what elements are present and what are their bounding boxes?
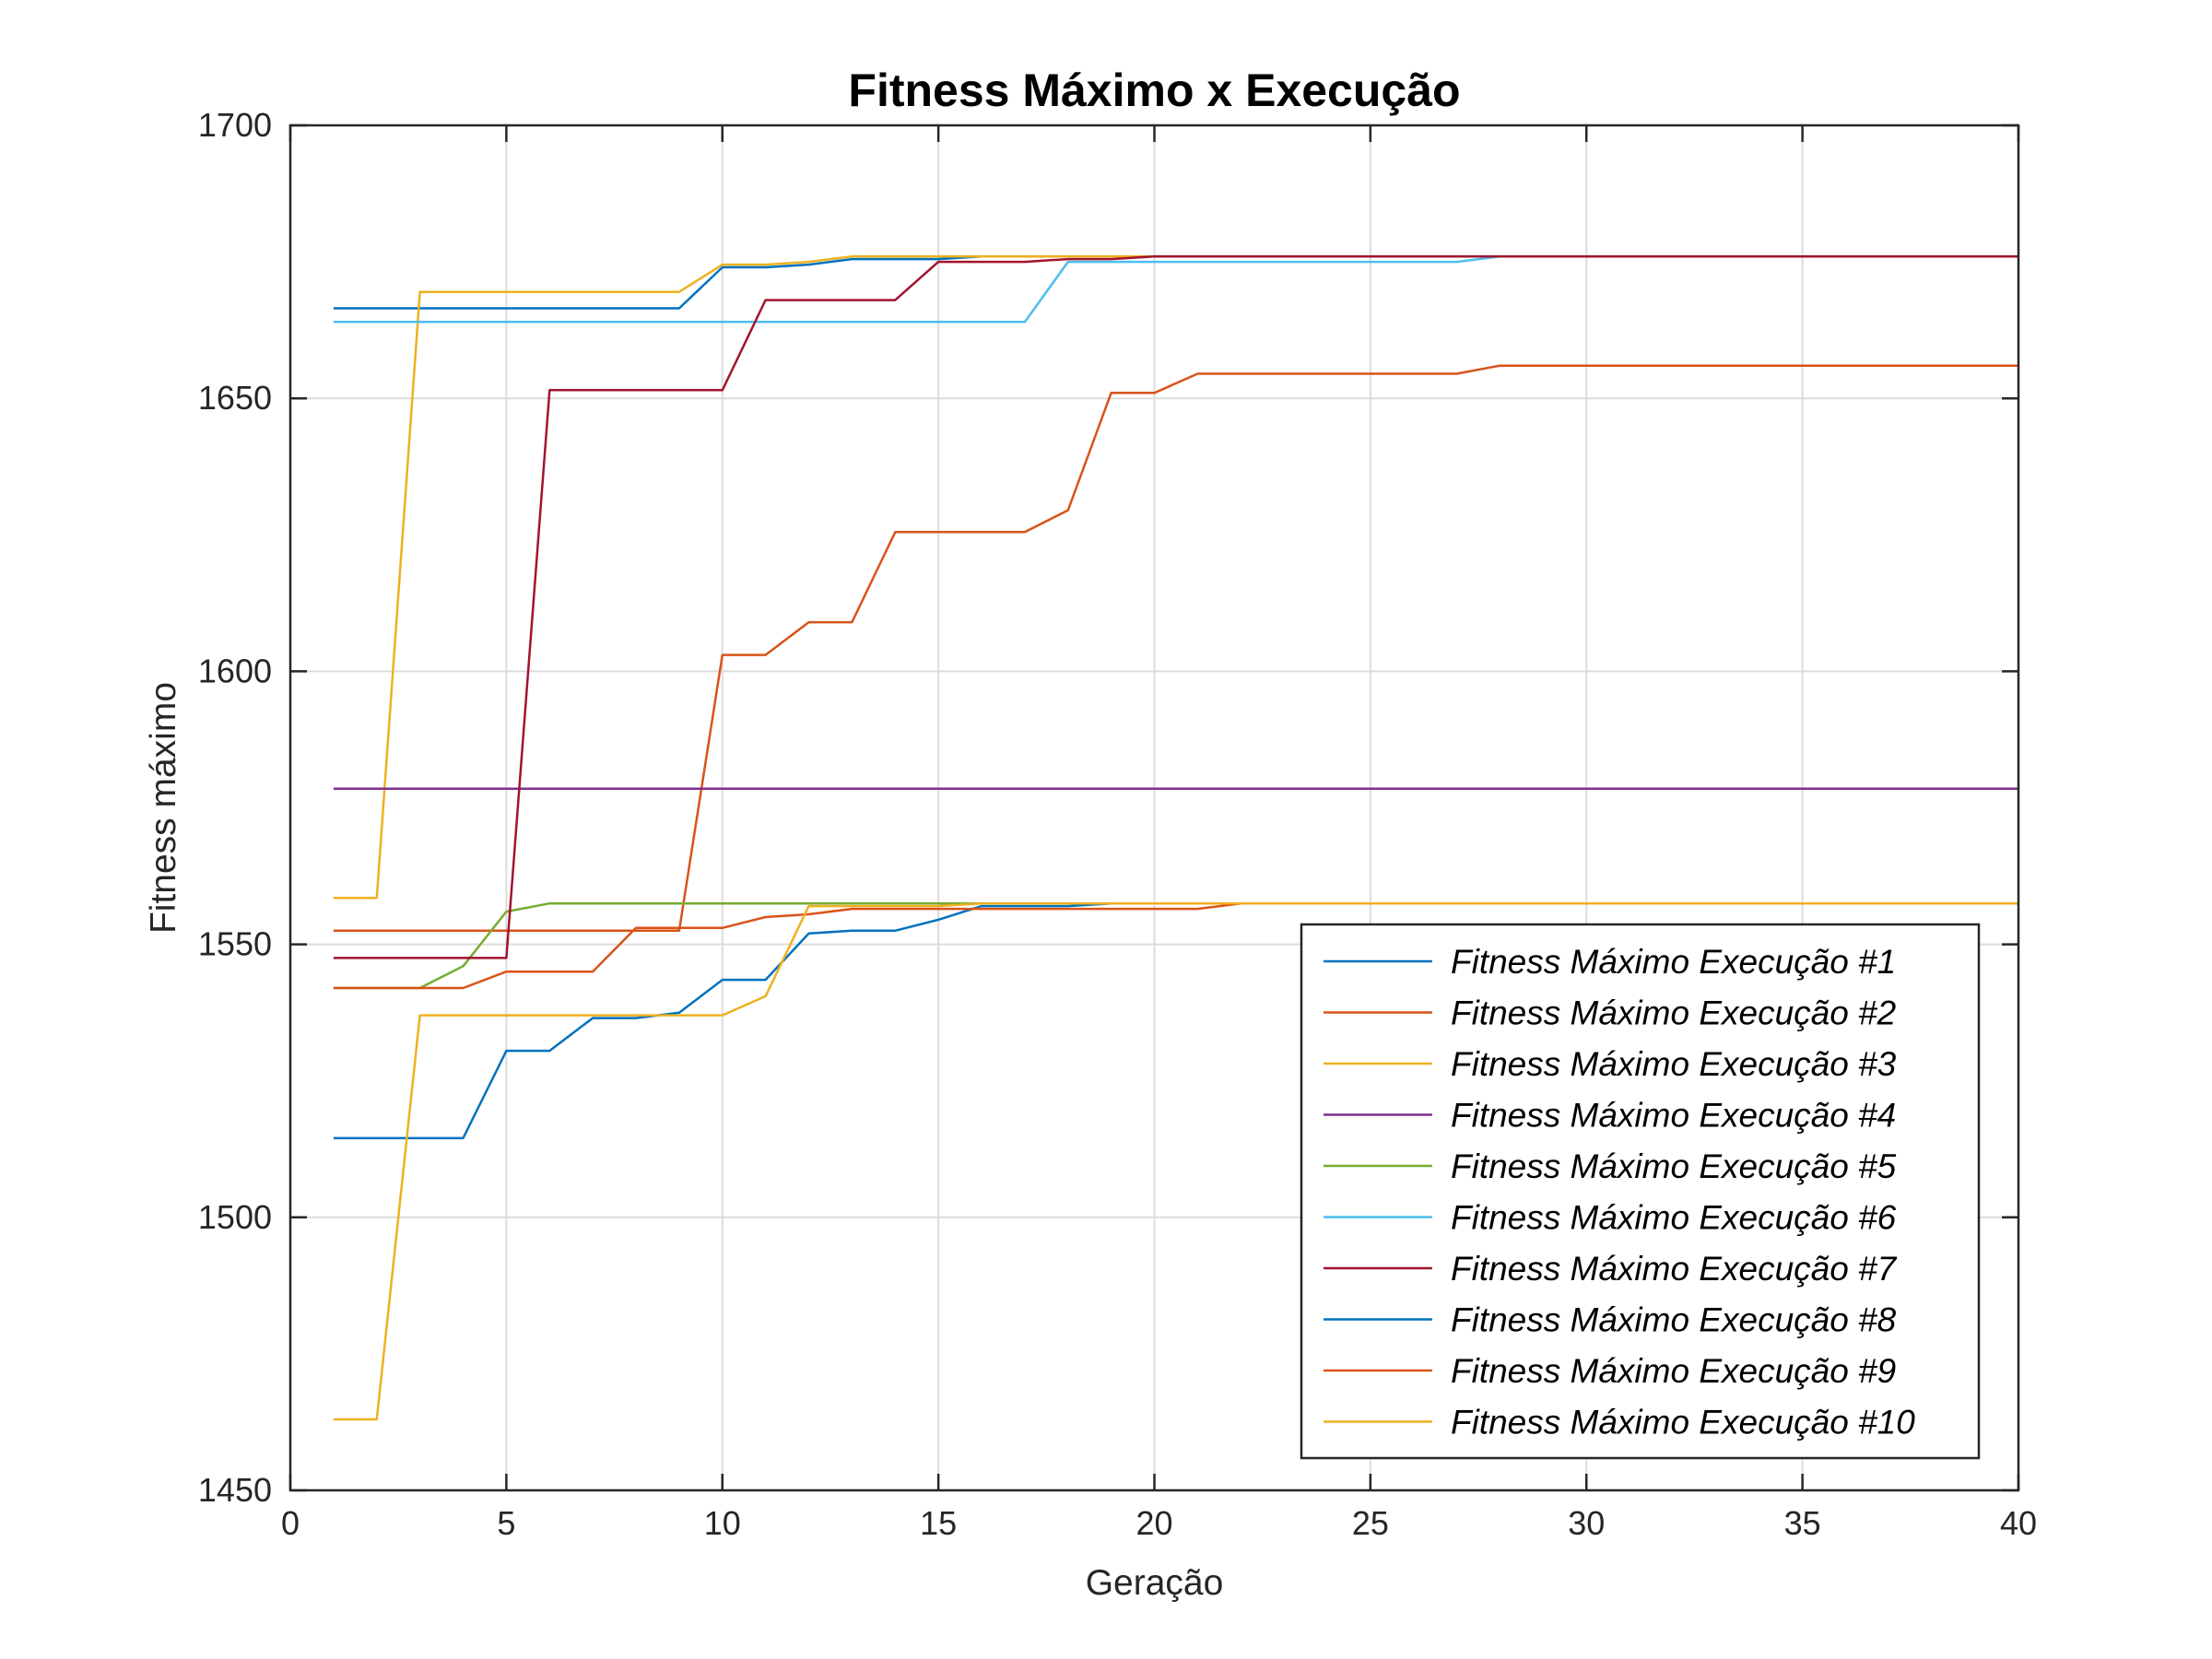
legend-label: Fitness Máximo Execução #8 [1451,1301,1897,1339]
legend-label: Fitness Máximo Execução #3 [1451,1045,1897,1083]
y-tick-label: 1450 [198,1471,272,1509]
x-tick-label: 35 [1784,1504,1821,1542]
x-tick-label: 15 [920,1504,957,1542]
series-line-7 [333,254,2018,959]
legend-entry: Fitness Máximo Execução #6 [1324,1199,1897,1237]
legend-entry: Fitness Máximo Execução #9 [1324,1352,1896,1390]
x-tick-label: 0 [281,1504,300,1542]
legend-label: Fitness Máximo Execução #7 [1451,1250,1898,1288]
legend-entry: Fitness Máximo Execução #8 [1324,1301,1897,1339]
series-layer [333,254,2018,1421]
x-tick-label: 40 [2000,1504,2037,1542]
y-axis-label: Fitness máximo [144,682,183,934]
legend-entry: Fitness Máximo Execução #4 [1324,1097,1896,1135]
legend-entry: Fitness Máximo Execução #1 [1324,943,1896,981]
legend-label: Fitness Máximo Execução #4 [1451,1097,1896,1135]
legend-label: Fitness Máximo Execução #9 [1451,1352,1896,1390]
legend-label: Fitness Máximo Execução #5 [1451,1147,1897,1185]
y-tick-label: 1500 [198,1198,272,1236]
series-line-10 [333,901,2018,1421]
axis-ticks: 0 5 10 15 20 25 30 35 40 1450 1500 1550 1600 1650 1700 [198,106,2037,1542]
legend-label: Fitness Máximo Execução #10 [1451,1404,1915,1441]
legend-entry: Fitness Máximo Execução #5 [1324,1147,1897,1185]
x-tick-label: 20 [1135,1504,1172,1542]
legend-label: Fitness Máximo Execução #1 [1451,943,1896,981]
x-tick-label: 5 [497,1504,515,1542]
x-tick-label: 30 [1568,1504,1605,1542]
legend-label: Fitness Máximo Execução #2 [1451,994,1897,1032]
x-tick-label: 10 [704,1504,741,1542]
legend-entry: Fitness Máximo Execução #10 [1324,1404,1915,1441]
series-line-2 [333,364,2018,933]
y-tick-label: 1650 [198,379,272,417]
y-tick-label: 1700 [198,106,272,144]
legend-entry: Fitness Máximo Execução #2 [1324,994,1897,1032]
x-axis-label: Geração [1086,1563,1224,1603]
y-tick-label: 1550 [198,925,272,963]
chart-title: Fitness Máximo x Execução [848,65,1460,116]
y-tick-label: 1600 [198,652,272,689]
legend-entry: Fitness Máximo Execução #3 [1324,1045,1897,1083]
x-tick-label: 25 [1352,1504,1389,1542]
legend: Fitness Máximo Execução #1 Fitness Máximo… [1300,923,1981,1460]
legend-label: Fitness Máximo Execução #6 [1451,1199,1897,1237]
legend-entry: Fitness Máximo Execução #7 [1324,1250,1898,1288]
